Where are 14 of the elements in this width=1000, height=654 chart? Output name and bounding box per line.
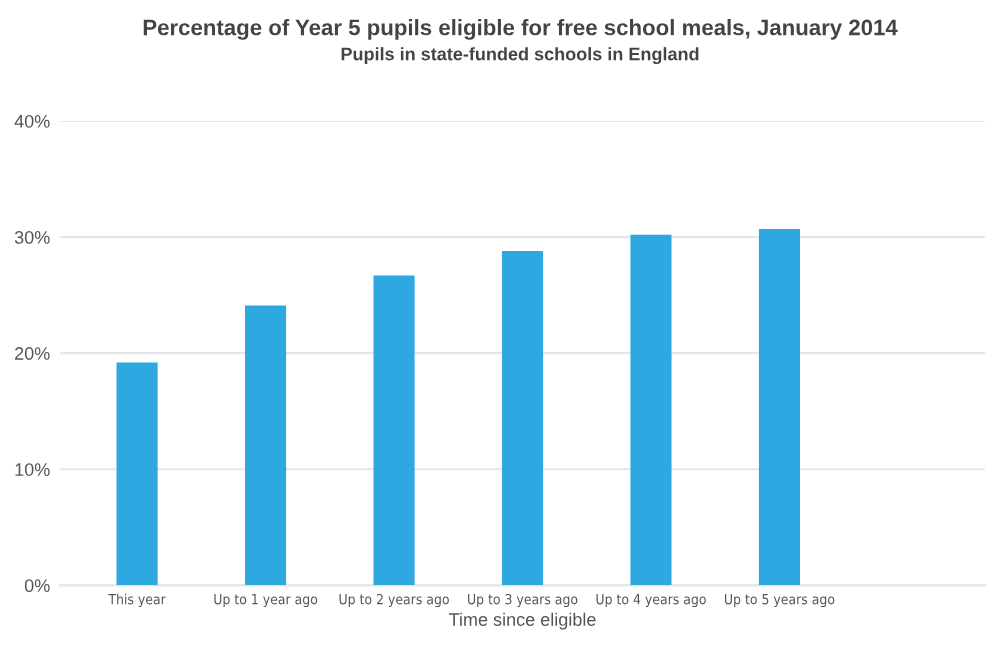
chart-title: Percentage of Year 5 pupils eligible for free school meals, January 2014 [143,19,898,40]
y-tick-label: 20% [15,347,50,360]
bar [501,251,544,586]
bar [630,234,672,586]
bar [758,228,800,586]
bar [245,305,287,586]
bar [373,275,415,586]
y-tick-label: 0% [24,579,50,593]
chart-subtitle: Pupils in state-funded schools in England [341,47,699,65]
y-tick-label: 10% [15,463,50,476]
x-axis-title: Time since eligible [448,612,596,630]
bar [116,362,158,586]
y-tick-label: 30% [14,231,50,244]
y-tick-label: 40% [14,114,50,128]
